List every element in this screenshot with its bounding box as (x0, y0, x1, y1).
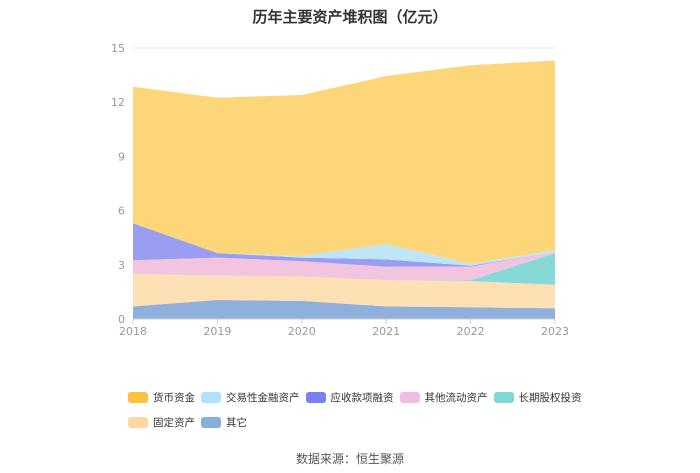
x-tick-label: 2021 (372, 325, 400, 338)
legend-item[interactable]: 应收款项融资 (305, 391, 394, 405)
area-长期股权投资 (133, 253, 555, 285)
legend-label: 其他流动资产 (424, 392, 488, 404)
legend-swatch (399, 392, 420, 403)
data-source: 数据来源：恒生聚源 (295, 452, 404, 466)
y-tick-label: 12 (111, 96, 125, 109)
legend-label: 长期股权投资 (518, 392, 582, 404)
legend-item[interactable]: 固定资产 (128, 415, 195, 429)
legend-item[interactable]: 其它 (201, 415, 247, 429)
legend-swatch (201, 416, 221, 428)
legend-swatch (201, 392, 221, 403)
x-tick-label: 2020 (288, 325, 316, 338)
legend-item[interactable]: 其他流动资产 (399, 391, 488, 405)
legend-label: 其它 (226, 416, 247, 429)
y-tick-label: 6 (118, 205, 125, 218)
area-应收款项融资 (133, 223, 555, 267)
x-tick-label: 2019 (203, 325, 231, 338)
y-tick-label: 3 (118, 259, 125, 272)
legend-item[interactable]: 长期股权投资 (493, 391, 582, 405)
legend-swatch (128, 392, 148, 403)
legend-swatch (493, 392, 514, 403)
legend-label: 货币资金 (153, 392, 195, 404)
legend-swatch (128, 416, 148, 428)
area-其他流动资产 (133, 252, 555, 281)
area-货币资金 (133, 60, 555, 264)
legend: 货币资金 交易性金融资产 应收款项融资 其他流动资产 长期股权投资固定资产 其它 (128, 388, 598, 437)
legend-label: 固定资产 (153, 416, 195, 429)
x-tick-label: 2018 (119, 325, 147, 338)
legend-label: 应收款项融资 (330, 392, 394, 404)
y-tick-label: 0 (118, 313, 125, 326)
x-tick-label: 2022 (457, 325, 485, 338)
x-tick-label: 2023 (541, 325, 569, 338)
legend-label: 交易性金融资产 (226, 392, 300, 404)
area-交易性金融资产 (133, 223, 555, 266)
area-其它 (133, 300, 555, 319)
legend-swatch (305, 392, 326, 403)
chart-title: 历年主要资产堆积图（亿元） (252, 8, 448, 26)
legend-item[interactable]: 货币资金 (128, 391, 195, 405)
y-tick-label: 9 (118, 150, 125, 163)
legend-item[interactable]: 交易性金融资产 (201, 391, 300, 405)
area-固定资产 (133, 273, 555, 309)
y-tick-label: 15 (111, 42, 125, 55)
